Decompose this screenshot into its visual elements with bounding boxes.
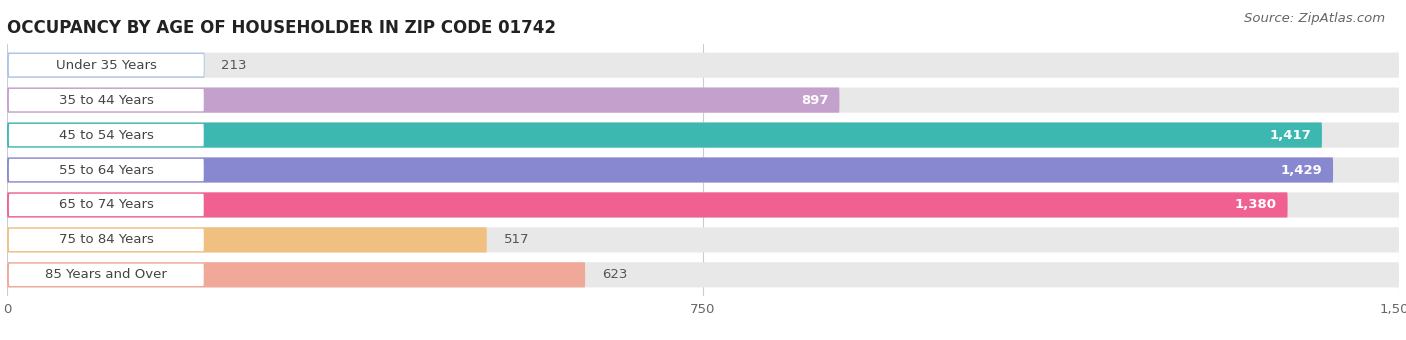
FancyBboxPatch shape	[7, 157, 1333, 183]
FancyBboxPatch shape	[8, 159, 204, 181]
FancyBboxPatch shape	[8, 229, 204, 251]
FancyBboxPatch shape	[7, 262, 585, 287]
FancyBboxPatch shape	[7, 87, 839, 113]
Text: 45 to 54 Years: 45 to 54 Years	[59, 129, 153, 141]
FancyBboxPatch shape	[8, 124, 204, 146]
Text: 55 to 64 Years: 55 to 64 Years	[59, 164, 153, 176]
FancyBboxPatch shape	[7, 87, 1399, 113]
FancyBboxPatch shape	[8, 264, 204, 286]
Text: 517: 517	[503, 233, 529, 246]
Text: Source: ZipAtlas.com: Source: ZipAtlas.com	[1244, 12, 1385, 25]
Text: OCCUPANCY BY AGE OF HOUSEHOLDER IN ZIP CODE 01742: OCCUPANCY BY AGE OF HOUSEHOLDER IN ZIP C…	[7, 19, 555, 37]
FancyBboxPatch shape	[8, 54, 204, 76]
Text: 1,380: 1,380	[1234, 199, 1277, 211]
Text: 65 to 74 Years: 65 to 74 Years	[59, 199, 153, 211]
FancyBboxPatch shape	[7, 122, 1399, 148]
Text: Under 35 Years: Under 35 Years	[56, 59, 156, 72]
Text: 897: 897	[801, 94, 828, 107]
FancyBboxPatch shape	[8, 89, 204, 111]
FancyBboxPatch shape	[7, 122, 1322, 148]
FancyBboxPatch shape	[7, 262, 1399, 287]
FancyBboxPatch shape	[7, 227, 1399, 253]
Text: 35 to 44 Years: 35 to 44 Years	[59, 94, 153, 107]
Text: 213: 213	[221, 59, 247, 72]
Text: 1,417: 1,417	[1270, 129, 1310, 141]
FancyBboxPatch shape	[7, 157, 1399, 183]
Text: 85 Years and Over: 85 Years and Over	[45, 268, 167, 281]
FancyBboxPatch shape	[8, 194, 204, 216]
FancyBboxPatch shape	[7, 53, 205, 78]
Text: 623: 623	[602, 268, 627, 281]
Text: 1,429: 1,429	[1281, 164, 1322, 176]
FancyBboxPatch shape	[7, 192, 1288, 218]
FancyBboxPatch shape	[7, 53, 1399, 78]
FancyBboxPatch shape	[7, 192, 1399, 218]
FancyBboxPatch shape	[7, 227, 486, 253]
Text: 75 to 84 Years: 75 to 84 Years	[59, 233, 153, 246]
